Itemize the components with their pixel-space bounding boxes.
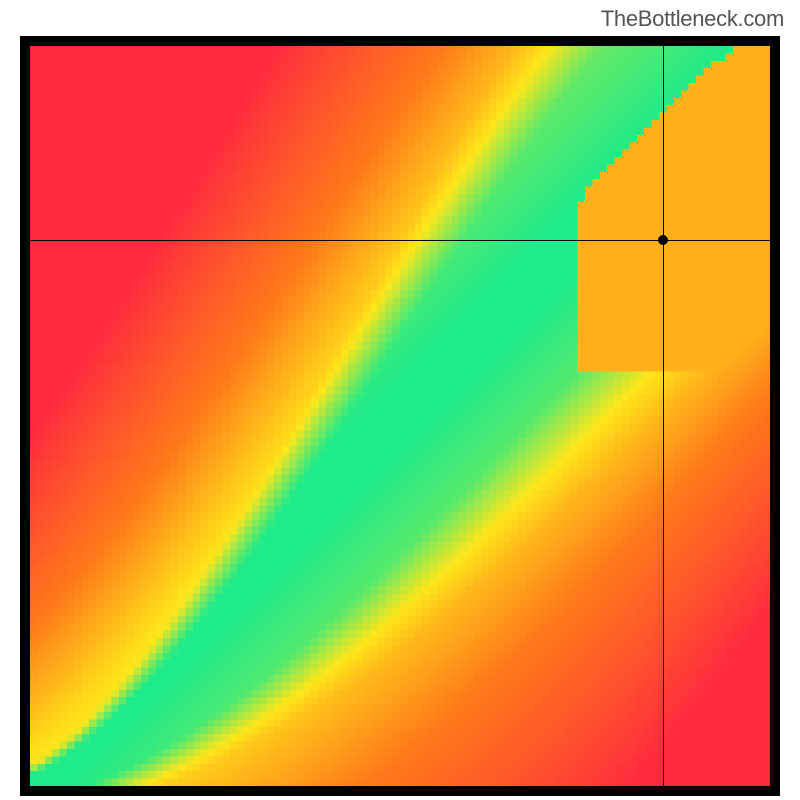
heatmap-canvas: [30, 46, 770, 786]
marker-dot: [658, 235, 668, 245]
watermark-text: TheBottleneck.com: [601, 6, 784, 32]
crosshair-vertical: [663, 46, 664, 786]
bottleneck-heatmap: [30, 46, 770, 786]
plot-outer-frame: [20, 36, 780, 796]
